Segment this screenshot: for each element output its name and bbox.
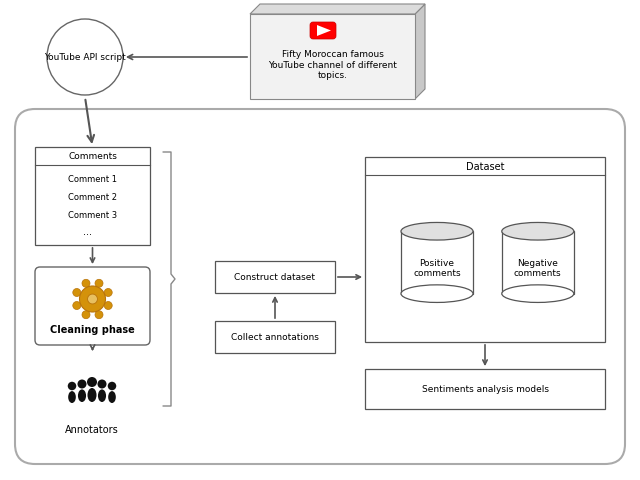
Text: Cleaning phase: Cleaning phase (50, 324, 135, 334)
Text: Collect annotations: Collect annotations (231, 333, 319, 342)
Text: Annotators: Annotators (65, 424, 119, 434)
Circle shape (88, 294, 97, 304)
FancyBboxPatch shape (310, 23, 336, 40)
Polygon shape (415, 5, 425, 100)
Circle shape (95, 280, 103, 288)
Ellipse shape (502, 223, 574, 240)
Circle shape (73, 289, 81, 297)
Text: Comment 2: Comment 2 (68, 193, 117, 202)
FancyBboxPatch shape (250, 15, 415, 100)
Circle shape (77, 380, 86, 389)
Text: Construct dataset: Construct dataset (234, 273, 316, 282)
Ellipse shape (108, 391, 116, 403)
FancyBboxPatch shape (365, 157, 605, 342)
FancyBboxPatch shape (215, 262, 335, 293)
FancyBboxPatch shape (35, 148, 150, 245)
Ellipse shape (78, 390, 86, 402)
Circle shape (79, 287, 106, 312)
FancyBboxPatch shape (401, 232, 473, 294)
Circle shape (108, 382, 116, 390)
Text: Sentiments analysis models: Sentiments analysis models (422, 384, 548, 394)
Text: Positive
comments: Positive comments (413, 258, 461, 277)
Circle shape (47, 20, 123, 96)
Text: ...: ... (83, 227, 92, 237)
FancyBboxPatch shape (15, 110, 625, 464)
Ellipse shape (401, 223, 473, 240)
Ellipse shape (68, 391, 76, 403)
FancyBboxPatch shape (502, 232, 574, 294)
Polygon shape (250, 5, 425, 15)
FancyBboxPatch shape (365, 369, 605, 409)
Circle shape (97, 380, 106, 389)
Text: Fifty Moroccan famous
YouTube channel of different
topics.: Fifty Moroccan famous YouTube channel of… (268, 50, 397, 80)
Text: Dataset: Dataset (466, 162, 504, 172)
Circle shape (68, 382, 76, 390)
Circle shape (82, 280, 90, 288)
Text: YouTube API script: YouTube API script (44, 53, 126, 62)
Circle shape (104, 302, 112, 310)
Circle shape (104, 289, 112, 297)
Ellipse shape (88, 388, 97, 402)
FancyBboxPatch shape (215, 321, 335, 353)
Circle shape (73, 302, 81, 310)
FancyBboxPatch shape (35, 267, 150, 345)
Ellipse shape (401, 285, 473, 303)
Text: Negative
comments: Negative comments (514, 258, 562, 277)
Circle shape (87, 377, 97, 387)
Circle shape (82, 311, 90, 319)
Polygon shape (317, 26, 331, 37)
Text: Comment 1: Comment 1 (68, 175, 117, 184)
Ellipse shape (98, 390, 106, 402)
Ellipse shape (502, 285, 574, 303)
Circle shape (95, 311, 103, 319)
Text: Comment 3: Comment 3 (68, 211, 117, 220)
Text: Comments: Comments (68, 152, 117, 161)
